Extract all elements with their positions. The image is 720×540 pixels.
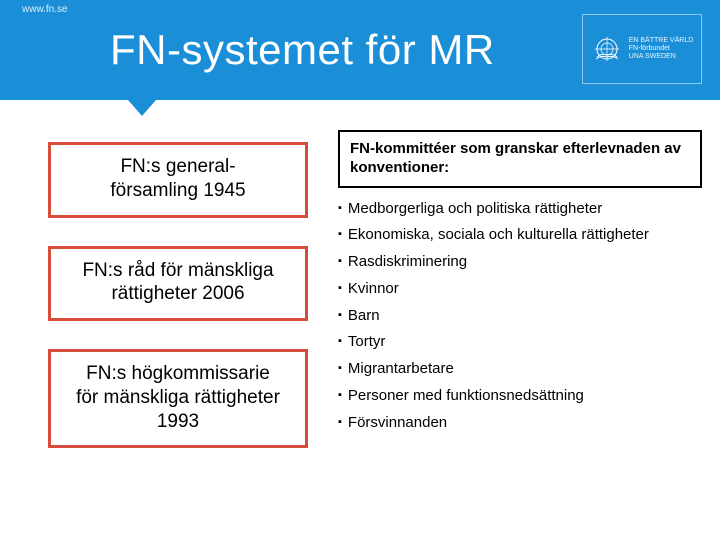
right-column: FN-kommittéer som granskar efterlevnaden…: [338, 130, 702, 448]
content-area: FN:s general- församling 1945 FN:s råd f…: [0, 100, 720, 458]
list-item: Kvinnor: [338, 280, 702, 299]
header-url: www.fn.se: [22, 4, 68, 15]
list-item: Personer med funktionsnedsättning: [338, 387, 702, 406]
box-generalforsamling: FN:s general- församling 1945: [48, 142, 308, 218]
box-rad-mr: FN:s råd för mänskliga rättigheter 2006: [48, 246, 308, 322]
box-line: 1993: [157, 411, 199, 432]
logo-box: EN BÄTTRE VÄRLDFN-förbundetUNA SWEDEN: [582, 14, 702, 84]
page-title: FN-systemet för MR: [110, 26, 495, 74]
list-item: Försvinnanden: [338, 414, 702, 433]
list-item: Migrantarbetare: [338, 360, 702, 379]
list-item: Tortyr: [338, 333, 702, 352]
box-hogkommissarie: FN:s högkommissarie för mänskliga rättig…: [48, 349, 308, 448]
bullet-text: Barn: [348, 307, 380, 326]
box-line: för mänskliga rättigheter: [76, 387, 280, 408]
bullet-text: Ekonomiska, sociala och kulturella rätti…: [348, 226, 649, 245]
list-item: Rasdiskriminering: [338, 253, 702, 272]
box-line: FN:s högkommissarie: [86, 363, 270, 384]
box-line: FN:s råd för mänskliga: [82, 260, 273, 281]
list-item: Barn: [338, 307, 702, 326]
bullet-text: Tortyr: [348, 333, 386, 352]
list-item: Ekonomiska, sociala och kulturella rätti…: [338, 226, 702, 245]
logo-text: EN BÄTTRE VÄRLDFN-förbundetUNA SWEDEN: [629, 37, 694, 60]
left-column: FN:s general- församling 1945 FN:s råd f…: [48, 130, 308, 448]
un-emblem-icon: [591, 33, 623, 65]
bullet-text: Migrantarbetare: [348, 360, 454, 379]
committees-title-box: FN-kommittéer som granskar efterlevnaden…: [338, 130, 702, 188]
bullet-text: Rasdiskriminering: [348, 253, 467, 272]
bullet-text: Medborgerliga och politiska rättigheter: [348, 200, 602, 219]
list-item: Medborgerliga och politiska rättigheter: [338, 200, 702, 219]
box-line: rättigheter 2006: [111, 283, 244, 304]
committees-list: Medborgerliga och politiska rättigheter …: [338, 196, 702, 433]
box-line: FN:s general-: [120, 156, 235, 177]
header-bar: www.fn.se FN-systemet för MR EN BÄTTRE V…: [0, 0, 720, 100]
bullet-text: Kvinnor: [348, 280, 399, 299]
bullet-text: Personer med funktionsnedsättning: [348, 387, 584, 406]
header-pointer: [128, 100, 156, 116]
box-line: församling 1945: [110, 180, 245, 201]
bullet-text: Försvinnanden: [348, 414, 447, 433]
